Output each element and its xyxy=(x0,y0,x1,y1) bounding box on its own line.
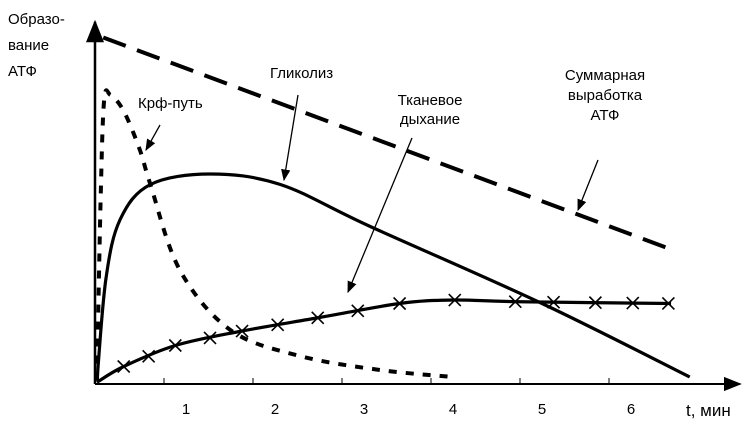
x-axis-label: t, мин xyxy=(686,401,731,420)
x-marker xyxy=(271,318,285,332)
x-tick-label: 5 xyxy=(538,401,546,418)
x-marker xyxy=(393,296,407,311)
y-axis-label-line-3: АТФ xyxy=(8,63,37,80)
x-marker xyxy=(142,349,156,363)
x-tick-label: 6 xyxy=(627,401,635,418)
label-krf: Крф-путь xyxy=(138,95,203,112)
arrow-glycolysis xyxy=(281,94,299,182)
x-tick-label: 3 xyxy=(360,401,368,418)
series-total-atp xyxy=(102,35,677,253)
x-marker xyxy=(626,296,640,310)
label-total-2: выработка xyxy=(568,87,643,104)
x-marker xyxy=(547,295,561,309)
label-tissue-respiration-1: Тканевое xyxy=(398,92,463,109)
arrow-total xyxy=(577,159,599,212)
x-marker xyxy=(588,296,602,310)
series-krf xyxy=(95,88,454,381)
series-tissue-respiration xyxy=(96,298,672,384)
x-tick-label: 1 xyxy=(182,401,190,418)
label-tissue-respiration-2: дыхание xyxy=(400,111,460,128)
x-marker xyxy=(311,311,325,325)
x-marker xyxy=(235,324,249,338)
x-marker xyxy=(203,331,217,345)
x-tick-label: 2 xyxy=(271,401,279,418)
x-marker xyxy=(508,295,522,309)
x-marker xyxy=(661,296,675,311)
x-marker xyxy=(351,304,365,318)
x-tick-label: 4 xyxy=(449,401,457,418)
x-marker xyxy=(448,293,462,307)
y-axis-label-line-1: Образо- xyxy=(8,11,65,28)
label-total-1: Суммарная xyxy=(565,67,645,84)
x-marker xyxy=(168,338,182,353)
arrow-tissue-respiration xyxy=(347,137,413,294)
label-total-3: АТФ xyxy=(591,107,620,124)
x-marker xyxy=(117,359,131,374)
label-glycolysis: Гликолиз xyxy=(270,65,333,82)
y-axis-label-line-2: вание xyxy=(8,37,49,54)
arrow-krf xyxy=(145,124,161,152)
